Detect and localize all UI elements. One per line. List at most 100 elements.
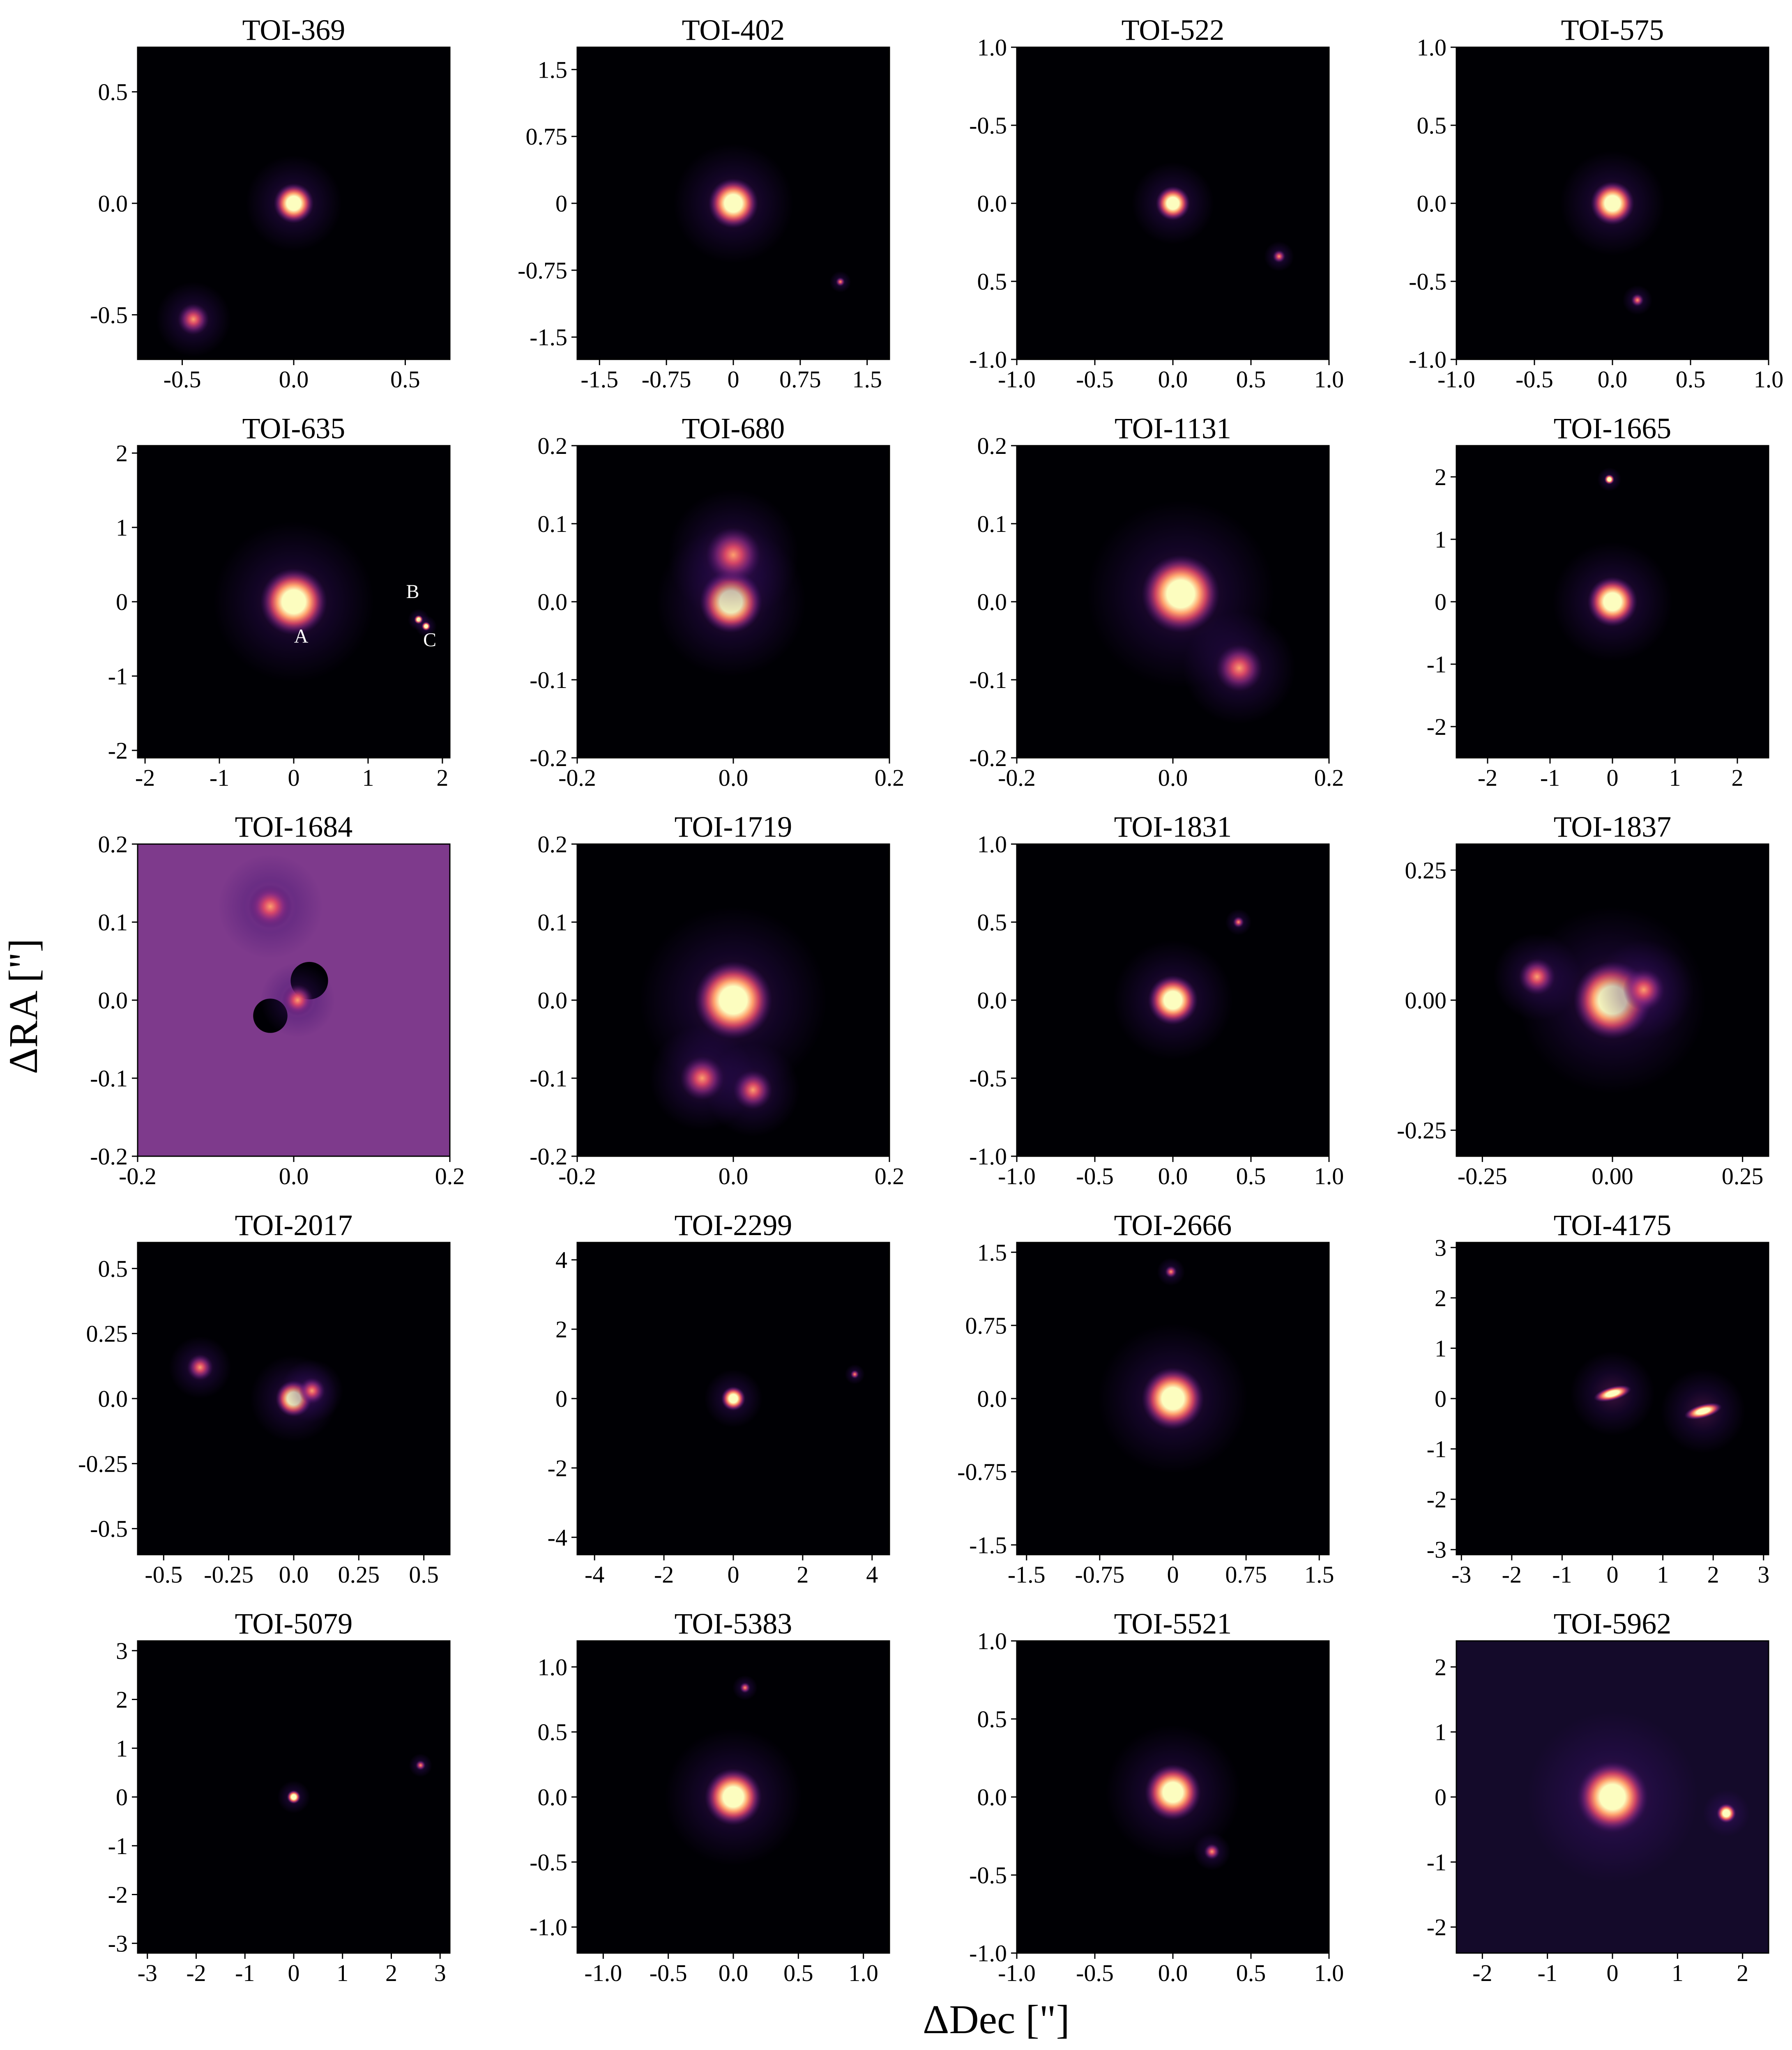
y-tick-label: 4: [555, 1247, 567, 1273]
panel-title: TOI-635: [242, 412, 346, 445]
image-area: [673, 143, 851, 293]
source-star: [282, 985, 313, 1016]
y-tick-label: 0.00: [1405, 987, 1447, 1014]
x-tick-label: -1.0: [998, 1163, 1036, 1190]
y-tick-label: 3: [116, 1638, 128, 1664]
y-tick-label: 0.0: [538, 1784, 568, 1811]
x-tick-label: 0.25: [1722, 1163, 1764, 1190]
y-tick-label: -1: [1427, 1436, 1446, 1463]
panel-toi-1131: TOI-1131 -0.2 0.0 0.2 0.2 0.1 0.0 -0.1 -0.2: [969, 412, 1344, 791]
x-tick-label: -1.5: [580, 366, 618, 393]
y-tick-label: 1.5: [538, 56, 568, 83]
y-tick-label: 0.5: [977, 268, 1007, 295]
x-tick-label: -2: [186, 1960, 206, 1986]
source-star: [680, 1056, 724, 1100]
x-axis-label: ΔDec ["]: [923, 1997, 1070, 2042]
panel-toi-2666: TOI-2666 -1.5 -0.75 0 0.75 1.5 1.5 0.75 0.0 -0.75…: [957, 1209, 1334, 1588]
x-tick-label: 1: [1669, 764, 1681, 791]
panel-title: TOI-5521: [1114, 1607, 1232, 1640]
x-tick-label: -0.2: [998, 764, 1036, 791]
x-tick-label: -1: [1538, 1960, 1557, 1986]
y-tick-label: 0.0: [977, 1784, 1007, 1811]
x-tick-label: 0.2: [1314, 764, 1344, 791]
source-star: [299, 1378, 325, 1404]
x-tick-label: -0.5: [1076, 366, 1114, 393]
source-star: [187, 1354, 213, 1380]
source-star: [1145, 1764, 1201, 1820]
panel-title: TOI-1131: [1115, 412, 1231, 445]
x-tick-label: -1: [235, 1960, 255, 1986]
panel-toi-575: TOI-575 -1.0 -0.5 0.0 0.5 1.0 1.0 0.5 0.0 -0.5 -1.…: [1409, 14, 1783, 393]
x-tick-label: 0.75: [1225, 1561, 1267, 1588]
x-tick-label: 1.0: [1754, 366, 1784, 393]
y-tick-label: -1.0: [969, 1143, 1007, 1170]
image-area: [1113, 909, 1252, 1060]
x-tick-label: 2: [1707, 1561, 1719, 1588]
source-star: [1604, 474, 1615, 485]
y-tick-label: 0.0: [1417, 190, 1447, 217]
y-tick-label: 0.0: [98, 190, 128, 217]
x-tick-label: 1: [1672, 1960, 1684, 1986]
y-tick-label: 0: [1435, 1385, 1446, 1412]
x-tick-label: 3: [1757, 1561, 1769, 1588]
x-tick-label: 0.0: [719, 1163, 749, 1190]
x-tick-label: 4: [866, 1561, 878, 1588]
panel-toi-5521: TOI-5521 -1.0 -0.5 0.0 0.5 1.0 1.0 0.5 0.0 -0.5 -1…: [969, 1607, 1344, 1986]
y-tick-label: 0.5: [977, 909, 1007, 936]
source-star: [1716, 1803, 1736, 1823]
panel-toi-1719: TOI-1719 -0.2 0.0 0.2 0.2 0.1 0.0 -0.1 -0.2: [530, 810, 904, 1190]
image-area: [1131, 162, 1294, 271]
source-star: [248, 884, 293, 929]
y-tick-label: -0.1: [530, 1065, 567, 1092]
x-tick-label: -2: [654, 1561, 674, 1588]
x-tick-label: 1.0: [1314, 1960, 1344, 1986]
source-star: [177, 304, 209, 335]
x-tick-label: 0: [288, 1960, 300, 1986]
panel-toi-402: TOI-402 -1.5 -0.75 0 0.75 1.5 1.5 0.75 0 -0.75 -1.…: [518, 14, 890, 393]
panel-title: TOI-402: [682, 14, 785, 46]
x-tick-label: 1.0: [1314, 1163, 1344, 1190]
x-tick-label: 1.5: [1304, 1561, 1334, 1588]
source-star: [850, 1370, 859, 1379]
y-tick-label: -0.2: [530, 745, 567, 771]
x-tick-label: 0: [288, 764, 300, 791]
panel-grid: TOI-369 -0.5 0.0 0.5 0.5 0.0 -0.5 TOI-402 -1.5 -0…: [78, 14, 1783, 1986]
y-tick-label: -1.0: [969, 1940, 1007, 1967]
x-tick-label: -0.5: [164, 366, 201, 393]
source-star: [739, 1682, 751, 1693]
x-tick-label: 2: [1732, 764, 1744, 791]
y-tick-label: 0.75: [965, 1312, 1007, 1339]
image-area: [1098, 1258, 1248, 1474]
source-star: [260, 568, 327, 635]
y-tick-label: -0.25: [1397, 1117, 1446, 1144]
panel-title: TOI-2299: [675, 1209, 792, 1242]
y-tick-label: -0.75: [957, 1459, 1007, 1485]
x-tick-label: 0.5: [390, 366, 420, 393]
x-tick-label: 0.0: [1598, 366, 1628, 393]
image-area: [1105, 1725, 1241, 1871]
image-area: [1087, 500, 1296, 725]
image-area: [1560, 151, 1665, 315]
y-tick-label: 1: [1435, 526, 1446, 553]
x-tick-label: -3: [138, 1960, 157, 1986]
x-tick-label: 2: [436, 764, 448, 791]
x-tick-label: -4: [585, 1561, 604, 1588]
y-tick-label: -0.5: [530, 1849, 567, 1875]
y-tick-label: -0.2: [969, 745, 1007, 771]
panel-title: TOI-1684: [235, 810, 353, 843]
y-tick-label: 0.5: [98, 1255, 128, 1282]
source-star: [274, 183, 314, 223]
source-star: [1519, 958, 1555, 995]
image-area: A B C: [213, 521, 437, 682]
x-tick-label: 0: [728, 366, 739, 393]
x-tick-label: 1.0: [848, 1960, 878, 1986]
y-tick-label: 2: [555, 1316, 567, 1343]
image-area: [704, 1364, 865, 1428]
x-tick-label: 0.0: [1158, 1163, 1188, 1190]
x-tick-label: -0.5: [1516, 366, 1553, 393]
y-tick-label: 0.0: [977, 1385, 1007, 1412]
y-tick-label: -2: [1427, 1486, 1446, 1513]
y-tick-label: 0.0: [98, 987, 128, 1014]
x-tick-label: 0.00: [1592, 1163, 1633, 1190]
panel-toi-1665: TOI-1665 -2 -1 0 1 2 2 1 0 -1 -2: [1427, 412, 1769, 791]
